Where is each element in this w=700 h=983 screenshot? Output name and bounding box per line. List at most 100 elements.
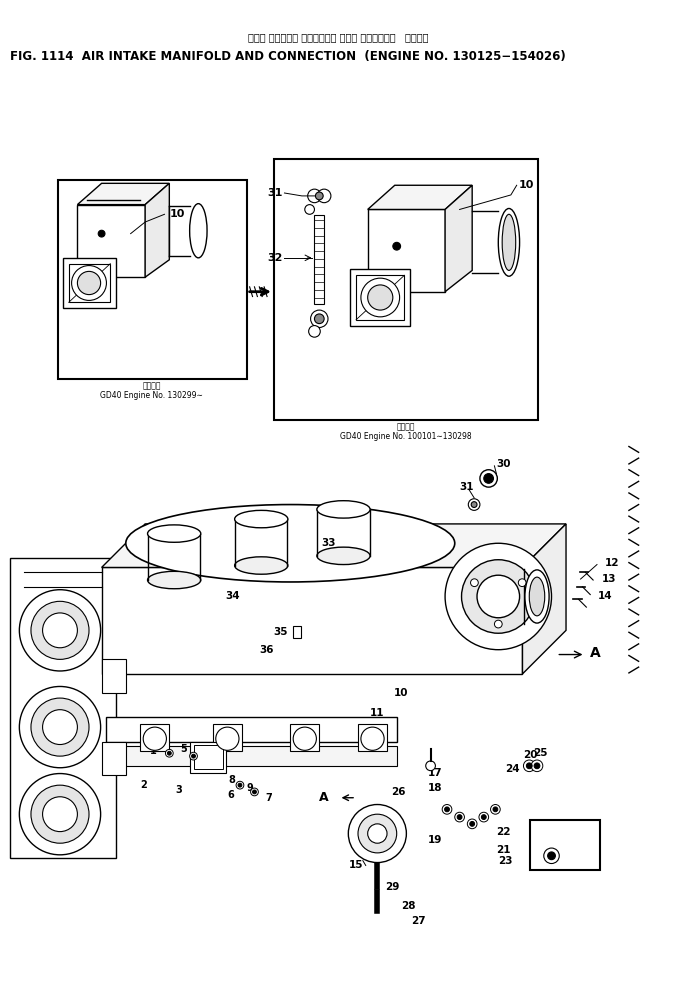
Ellipse shape [317,500,370,518]
Polygon shape [445,185,472,292]
Circle shape [144,727,167,750]
Text: 8: 8 [229,776,236,785]
Bar [102,741,126,776]
Circle shape [309,325,321,337]
Circle shape [311,310,328,327]
Text: 19: 19 [428,836,442,845]
Circle shape [493,807,498,812]
Text: 4: 4 [153,733,160,744]
Circle shape [468,498,480,510]
Text: FIG. 1114  AIR INTAKE MANIFOLD AND CONNECTION  (ENGINE NO. 130125−154026): FIG. 1114 AIR INTAKE MANIFOLD AND CONNEC… [10,50,566,63]
Circle shape [361,278,400,317]
Text: 18: 18 [428,783,442,793]
Text: 20: 20 [523,750,538,760]
Circle shape [491,804,500,814]
Circle shape [236,781,244,789]
Text: 12: 12 [605,557,620,567]
Circle shape [304,204,314,214]
Circle shape [71,265,106,301]
Ellipse shape [498,208,519,276]
Text: 24: 24 [505,764,520,774]
Text: 17: 17 [428,768,442,778]
Bar [69,263,111,303]
Bar [102,660,126,693]
Circle shape [167,751,172,755]
Polygon shape [78,183,169,204]
Circle shape [531,760,542,772]
Circle shape [216,727,239,750]
Circle shape [534,763,540,769]
Bar [358,724,387,751]
Text: 21: 21 [496,845,510,855]
Circle shape [482,815,486,820]
Bar [190,741,226,773]
Text: GD40 Engine No. 100101∼130298: GD40 Engine No. 100101∼130298 [340,433,471,441]
Text: 14: 14 [598,592,612,602]
Circle shape [526,763,532,769]
Circle shape [251,788,258,796]
Text: A: A [590,646,601,660]
Bar [193,745,223,769]
Circle shape [192,754,195,758]
Circle shape [98,230,105,237]
Circle shape [547,852,555,860]
Bar [293,626,301,638]
Circle shape [20,774,101,855]
Circle shape [524,760,535,772]
Circle shape [368,824,387,843]
Circle shape [455,812,464,822]
Text: 30: 30 [496,459,511,469]
Text: A: A [319,791,329,804]
Bar [63,258,116,308]
Circle shape [477,575,519,617]
Ellipse shape [502,214,516,270]
Bar [314,215,324,305]
Circle shape [471,501,477,507]
Circle shape [317,189,331,202]
Text: 適用号機: 適用号機 [143,381,161,390]
Circle shape [457,815,462,820]
Circle shape [470,579,478,587]
Ellipse shape [317,548,370,564]
Circle shape [190,752,197,760]
Circle shape [43,613,78,648]
Bar [78,204,145,277]
Text: GD40 Engine No. 130299∼: GD40 Engine No. 130299∼ [101,390,203,400]
Text: 33: 33 [322,539,336,549]
Ellipse shape [529,577,545,615]
Ellipse shape [234,556,288,574]
Circle shape [314,314,324,323]
Bar [106,718,397,741]
Text: 29: 29 [385,882,399,892]
Circle shape [468,819,477,829]
Text: 27: 27 [411,915,426,926]
Text: 22: 22 [496,827,510,837]
Circle shape [358,814,397,853]
Circle shape [480,470,497,488]
Text: エアー インテーク マニホールド および コネクション   適用号機: エアー インテーク マニホールド および コネクション 適用号機 [248,32,429,42]
Circle shape [518,579,526,587]
Bar [274,159,538,421]
Text: 16: 16 [349,829,363,838]
Circle shape [78,271,101,295]
Text: 26: 26 [391,787,406,797]
Bar [368,209,445,292]
Text: 10: 10 [169,209,185,219]
Circle shape [544,848,559,863]
Circle shape [31,698,89,756]
Circle shape [444,807,449,812]
Bar [58,181,246,378]
Polygon shape [522,524,566,674]
Circle shape [165,749,173,757]
Ellipse shape [525,570,549,623]
Text: 9: 9 [246,783,253,793]
Polygon shape [368,185,472,209]
Text: 15: 15 [349,860,363,871]
Circle shape [461,559,535,633]
Text: 6: 6 [227,789,234,800]
Bar [140,724,169,751]
Text: 10: 10 [394,688,409,698]
Text: 34: 34 [225,592,239,602]
Text: 35: 35 [273,627,288,637]
Text: 11: 11 [370,708,384,718]
